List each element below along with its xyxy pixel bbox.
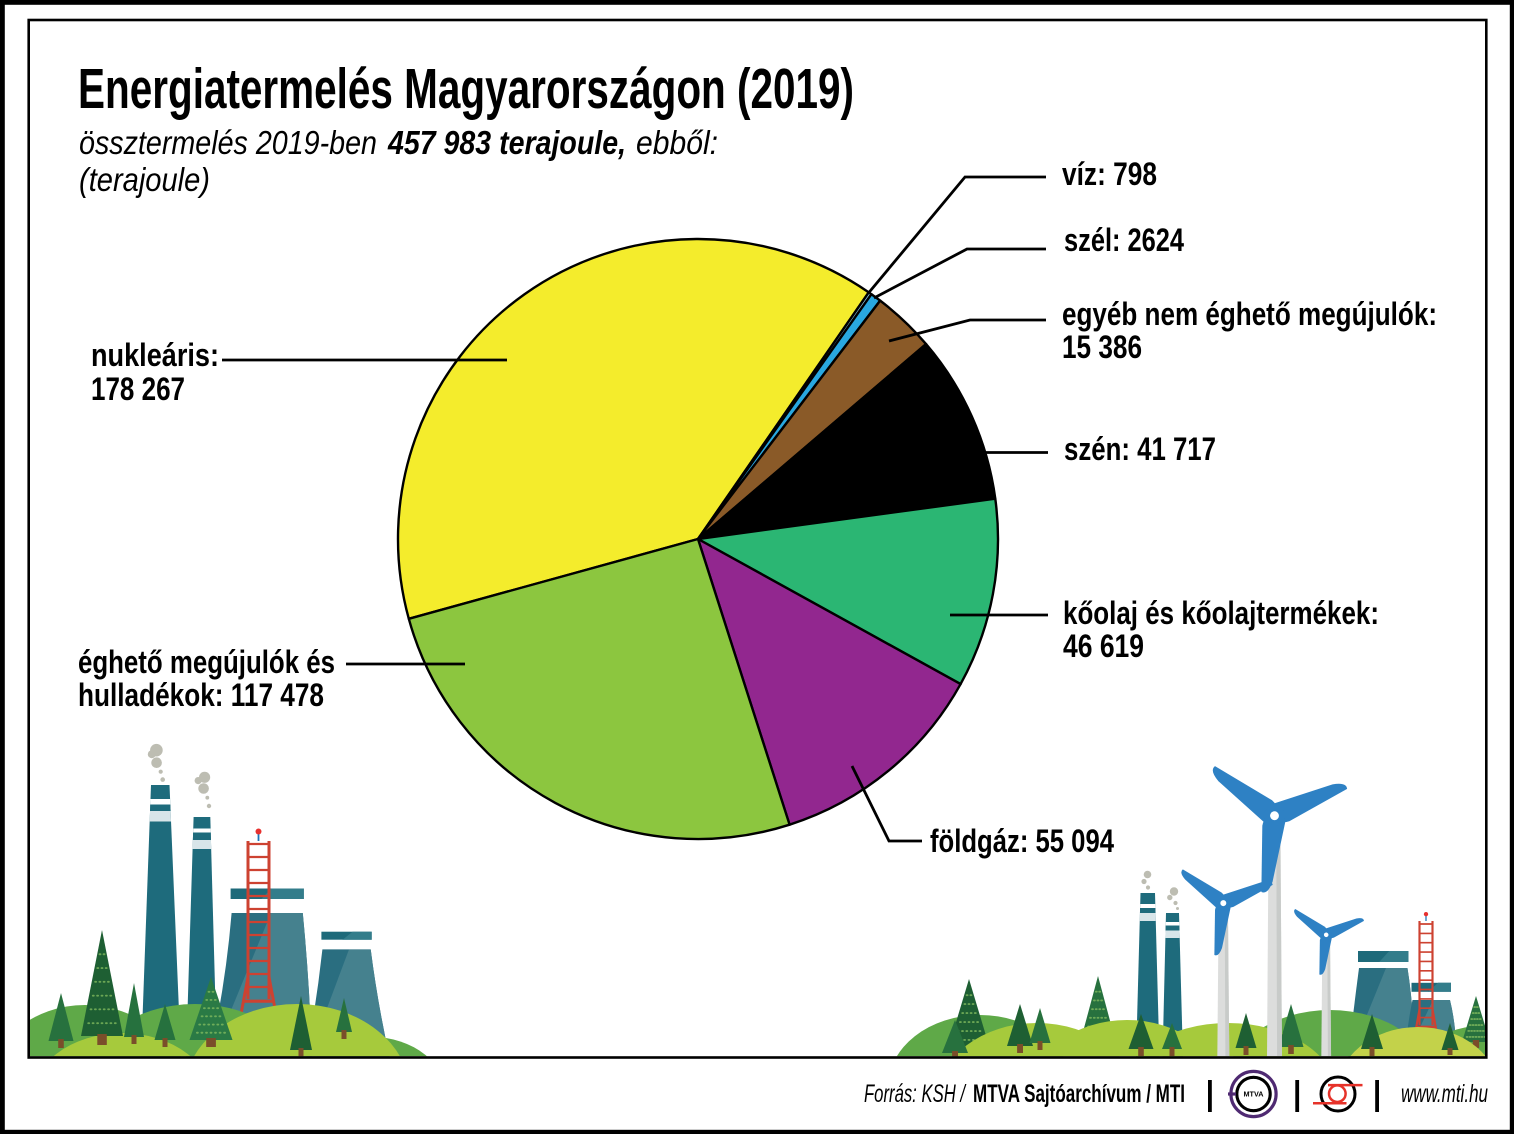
svg-text:egyéb nem éghető megújulók:: egyéb nem éghető megújulók: xyxy=(1062,296,1437,332)
svg-text:MTVA Sajtóarchívum / MTI: MTVA Sajtóarchívum / MTI xyxy=(973,1080,1185,1108)
svg-text:46 619: 46 619 xyxy=(1063,628,1144,664)
svg-text:hulladékok: 117 478: hulladékok: 117 478 xyxy=(78,677,324,713)
svg-text:www.mti.hu: www.mti.hu xyxy=(1401,1080,1488,1108)
svg-text:szél: 2624: szél: 2624 xyxy=(1064,222,1184,258)
svg-text:MTVA: MTVA xyxy=(1244,1092,1264,1099)
svg-text:víz: 798: víz: 798 xyxy=(1062,156,1157,192)
svg-text:15 386: 15 386 xyxy=(1062,329,1142,365)
svg-text:földgáz: 55 094: földgáz: 55 094 xyxy=(930,823,1114,859)
svg-text:178 267: 178 267 xyxy=(91,371,185,407)
svg-text:szén: 41 717: szén: 41 717 xyxy=(1064,431,1216,467)
svg-text:kőolaj és kőolajtermékek:: kőolaj és kőolajtermékek: xyxy=(1063,595,1379,631)
svg-text:nukleáris:: nukleáris: xyxy=(91,337,219,373)
svg-text:(terajoule): (terajoule) xyxy=(79,162,210,199)
svg-text:ebből:: ebből: xyxy=(636,125,718,162)
svg-text:éghető megújulók és: éghető megújulók és xyxy=(78,644,335,680)
svg-text:össztermelés 2019-ben: össztermelés 2019-ben xyxy=(79,125,377,162)
svg-text:Forrás: KSH /: Forrás: KSH / xyxy=(864,1080,967,1108)
svg-text:Energiatermelés Magyarországon: Energiatermelés Magyarországon (2019) xyxy=(78,57,854,121)
svg-text:457 983 terajoule,: 457 983 terajoule, xyxy=(387,125,626,162)
